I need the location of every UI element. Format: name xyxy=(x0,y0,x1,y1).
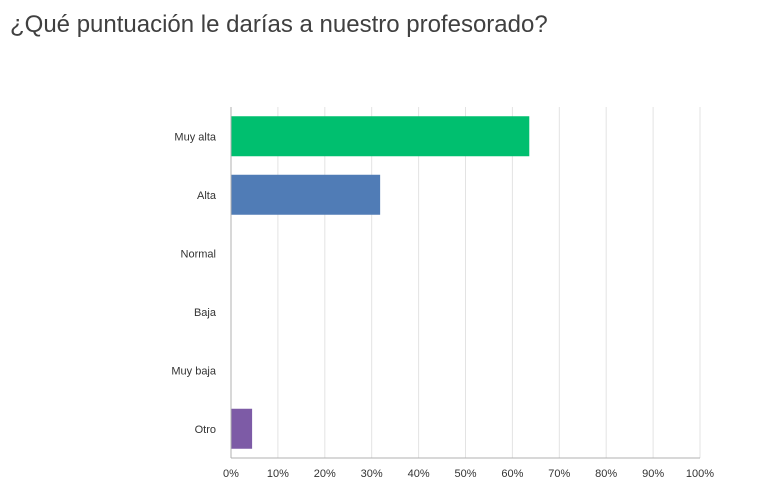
x-tick-label: 80% xyxy=(595,468,617,480)
x-tick-label: 10% xyxy=(267,468,289,480)
x-tick-label: 40% xyxy=(408,468,430,480)
x-tick-label: 50% xyxy=(454,468,476,480)
x-axis-tick-labels: 0% 10% 20% 30% 40% 50% 60% 70% 80% 90% 100% xyxy=(223,468,714,480)
x-tick-label: 30% xyxy=(361,468,383,480)
bar-muy-alta xyxy=(231,116,530,157)
category-labels: Muy alta Alta Normal Baja Muy baja Otro xyxy=(171,131,217,436)
x-tick-label: 100% xyxy=(686,468,714,480)
category-label: Baja xyxy=(194,307,217,319)
bar-otro xyxy=(231,408,253,449)
x-tick-label: 70% xyxy=(548,468,570,480)
category-label: Muy baja xyxy=(171,365,217,377)
x-tick-label: 0% xyxy=(223,468,239,480)
gridlines xyxy=(277,107,701,458)
category-label: Otro xyxy=(195,424,216,436)
question-title: ¿Qué puntuación le darías a nuestro prof… xyxy=(10,11,548,38)
x-tick-label: 60% xyxy=(501,468,523,480)
category-label: Normal xyxy=(181,248,216,260)
x-tick-label: 20% xyxy=(314,468,336,480)
category-label: Alta xyxy=(197,190,217,202)
category-label: Muy alta xyxy=(174,131,216,143)
bars xyxy=(231,116,530,449)
bar-alta xyxy=(231,174,381,215)
x-tick-label: 90% xyxy=(642,468,664,480)
